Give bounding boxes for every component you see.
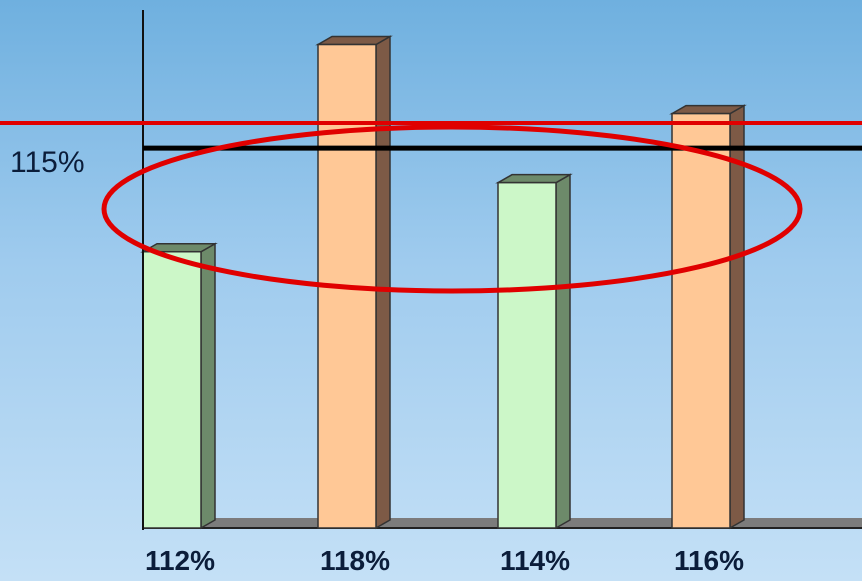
bars-group (140, 35, 747, 530)
x-tick-label: 112% (145, 545, 215, 576)
bar-top (669, 104, 747, 115)
x-tick-labels: 112% 118% 114% 116% (145, 545, 744, 576)
bar-3 (495, 173, 573, 530)
bar-side (555, 173, 571, 530)
bar-front (671, 112, 731, 529)
bar-4 (669, 104, 747, 530)
highlight-ellipse (101, 124, 803, 294)
bar-side (200, 242, 216, 530)
bar-2 (315, 35, 393, 530)
bar-side (729, 104, 745, 530)
bar-top (495, 173, 573, 184)
reference-line-label: 115% (10, 146, 85, 179)
x-tick-label: 114% (500, 545, 570, 576)
x-tick-label: 116% (674, 545, 744, 576)
x-tick-label: 118% (320, 545, 390, 576)
bar-top (315, 35, 393, 46)
bar-side (375, 35, 391, 530)
bar-front (142, 250, 202, 529)
bar-front (497, 181, 557, 529)
bar-1 (140, 242, 218, 530)
